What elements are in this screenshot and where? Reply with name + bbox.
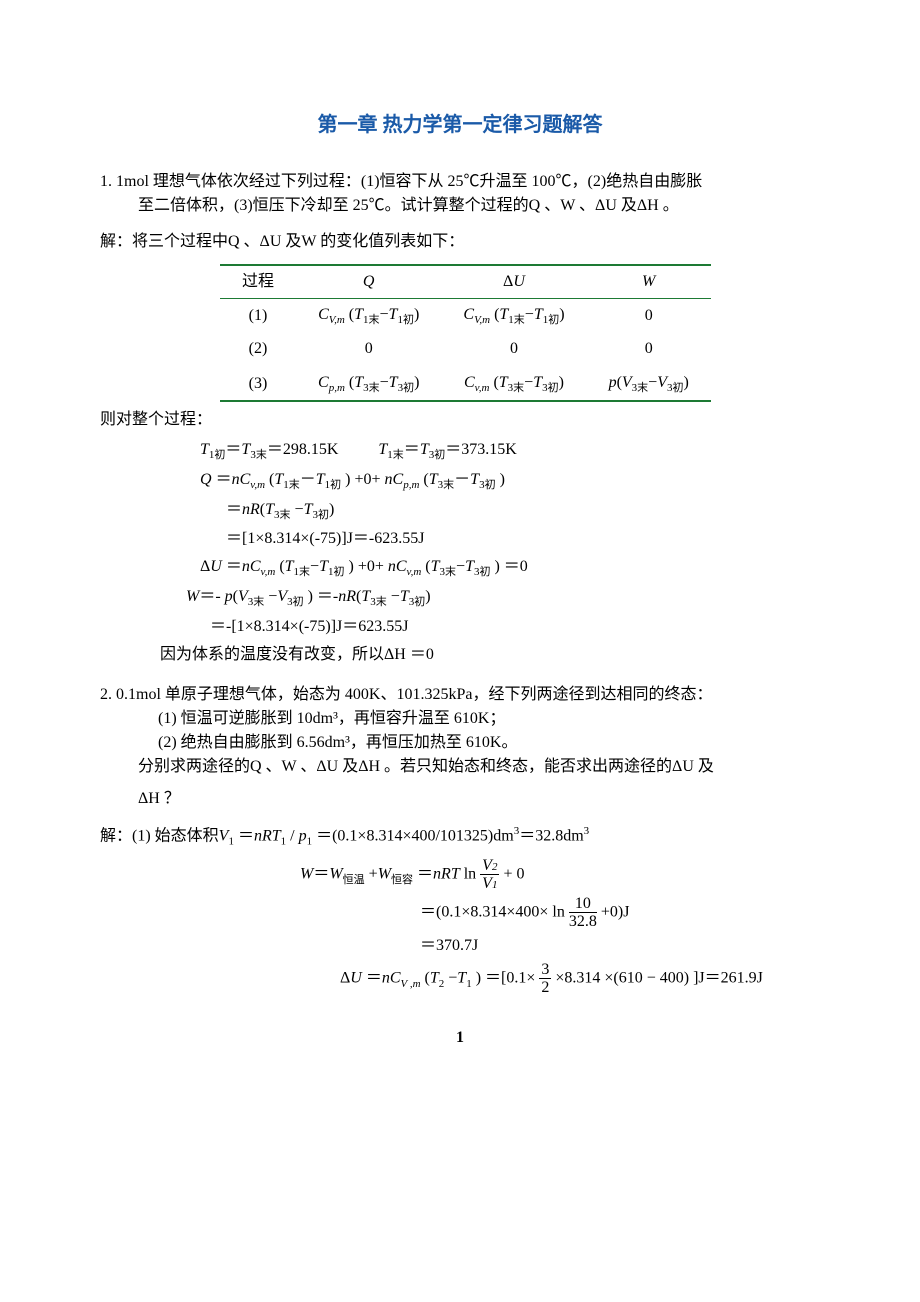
p1-line2: 至二倍体积，(3)恒压下冷却至 25℃。试计算整个过程的Q 、W 、ΔU 及ΔH… [100, 194, 820, 218]
table-header-row: 过程 Q ΔU W [220, 265, 711, 299]
eq-line: ＝370.7J [420, 934, 820, 958]
eq-line: ＝nR(T3末 −T3初) [226, 498, 820, 524]
p2-equations-cont: ＝(0.1×8.314×400× ln 1032.8 +0)J ＝370.7J … [340, 896, 820, 996]
p1-overall-label: 则对整个过程： [100, 408, 820, 432]
p2-line2a: 分别求两途径的Q 、W 、ΔU 及ΔH 。若只知始态和终态，能否求出两途径的ΔU… [100, 755, 820, 779]
cell: 0 [587, 299, 711, 333]
frac-num: 3 [539, 962, 551, 979]
table-row: (1) CV,m (T1末−T1初) CV,m (T1末−T1初) 0 [220, 299, 711, 333]
page-number: 1 [100, 1026, 820, 1050]
cell: 0 [587, 333, 711, 365]
p2-line1: 0.1mol 单原子理想气体，始态为 400K、101.325kPa，经下列两途… [116, 686, 712, 703]
th-Q: Q [296, 265, 441, 299]
eq-line: ＝-[1×8.314×(-75)]J＝623.55J [210, 615, 820, 639]
cell: (2) [220, 333, 296, 365]
eq-line: W＝W恒温 +W恒容 ＝nRT ln V2V1 + 0 [300, 858, 820, 892]
cell: (1) [220, 299, 296, 333]
txt: +0)J [601, 904, 630, 921]
cell: 0 [441, 333, 586, 365]
p1-solution-label: 解：将三个过程中Q 、ΔU 及W 的变化值列表如下： [100, 230, 820, 254]
p1-line1: 1mol 理想气体依次经过下列过程：(1)恒容下从 25℃升温至 100℃，(2… [116, 173, 702, 190]
eq-line: ＝(0.1×8.314×400× ln 1032.8 +0)J [420, 896, 820, 930]
th-W: W [587, 265, 711, 299]
problem-1: 1. 1mol 理想气体依次经过下列过程：(1)恒容下从 25℃升温至 100℃… [100, 170, 820, 218]
p2-equations: W＝W恒温 +W恒容 ＝nRT ln V2V1 + 0 [300, 858, 820, 892]
eq-line: ΔU ＝nCv,m (T1末−T1初 ) +0+ nCv,m (T3末−T3初 … [200, 555, 820, 581]
p1-equations: T1初＝T3末＝298.15K T1末＝T3初＝373.15K Q ＝nCv,m… [200, 438, 820, 666]
eq-line: Q ＝nCv,m (T1末－T1初 ) +0+ nCp,m (T3末－T3初 ) [200, 468, 820, 494]
cell: Cp,m (T3末−T3初) [296, 365, 441, 402]
cell: CV,m (T1末−T1初) [296, 299, 441, 333]
frac-num: 10 [569, 896, 597, 913]
table-row: (2) 0 0 0 [220, 333, 711, 365]
p2-sub1: (1) 恒温可逆膨胀到 10dm³，再恒容升温至 610K； [100, 707, 820, 731]
cell: CV,m (T1末−T1初) [441, 299, 586, 333]
p2-line2b: ΔH ？ [100, 787, 820, 811]
cell: p(V3末−V3初) [587, 365, 711, 402]
eq-line: ΔU ＝nCV ,m (T2 −T1 ) ＝[0.1× 32 ×8.314 ×(… [340, 962, 820, 996]
problem-2: 2. 0.1mol 单原子理想气体，始态为 400K、101.325kPa，经下… [100, 683, 820, 811]
eq-line: 因为体系的温度没有改变，所以ΔH ＝0 [160, 643, 820, 667]
eq-line: ＝[1×8.314×(-75)]J＝-623.55J [226, 527, 820, 551]
th-dU: ΔU [441, 265, 586, 299]
p1-num: 1. [100, 173, 112, 190]
process-table: 过程 Q ΔU W (1) CV,m (T1末−T1初) CV,m (T1末−T… [220, 264, 711, 402]
txt: ＝(0.1×8.314×400× ln [420, 904, 569, 921]
frac-den: 2 [539, 979, 551, 996]
frac-den: 32.8 [569, 913, 597, 930]
p2-solution-label: 解：(1) 始态体积V1 ＝nRT1 / p1 ＝(0.1×8.314×400/… [100, 823, 820, 850]
eq-line: T1初＝T3末＝298.15K T1末＝T3初＝373.15K [200, 438, 820, 464]
p2-sub2: (2) 绝热自由膨胀到 6.56dm³，再恒压加热至 610K。 [100, 731, 820, 755]
th-process: 过程 [220, 265, 296, 299]
eq-line: W＝- p(V3末 −V3初 ) ＝-nR(T3末 −T3初) [186, 585, 820, 611]
p2-num: 2. [100, 686, 112, 703]
cell: (3) [220, 365, 296, 402]
table-row: (3) Cp,m (T3末−T3初) Cv,m (T3末−T3初) p(V3末−… [220, 365, 711, 402]
chapter-title: 第一章 热力学第一定律习题解答 [100, 110, 820, 140]
cell: Cv,m (T3末−T3初) [441, 365, 586, 402]
cell: 0 [296, 333, 441, 365]
